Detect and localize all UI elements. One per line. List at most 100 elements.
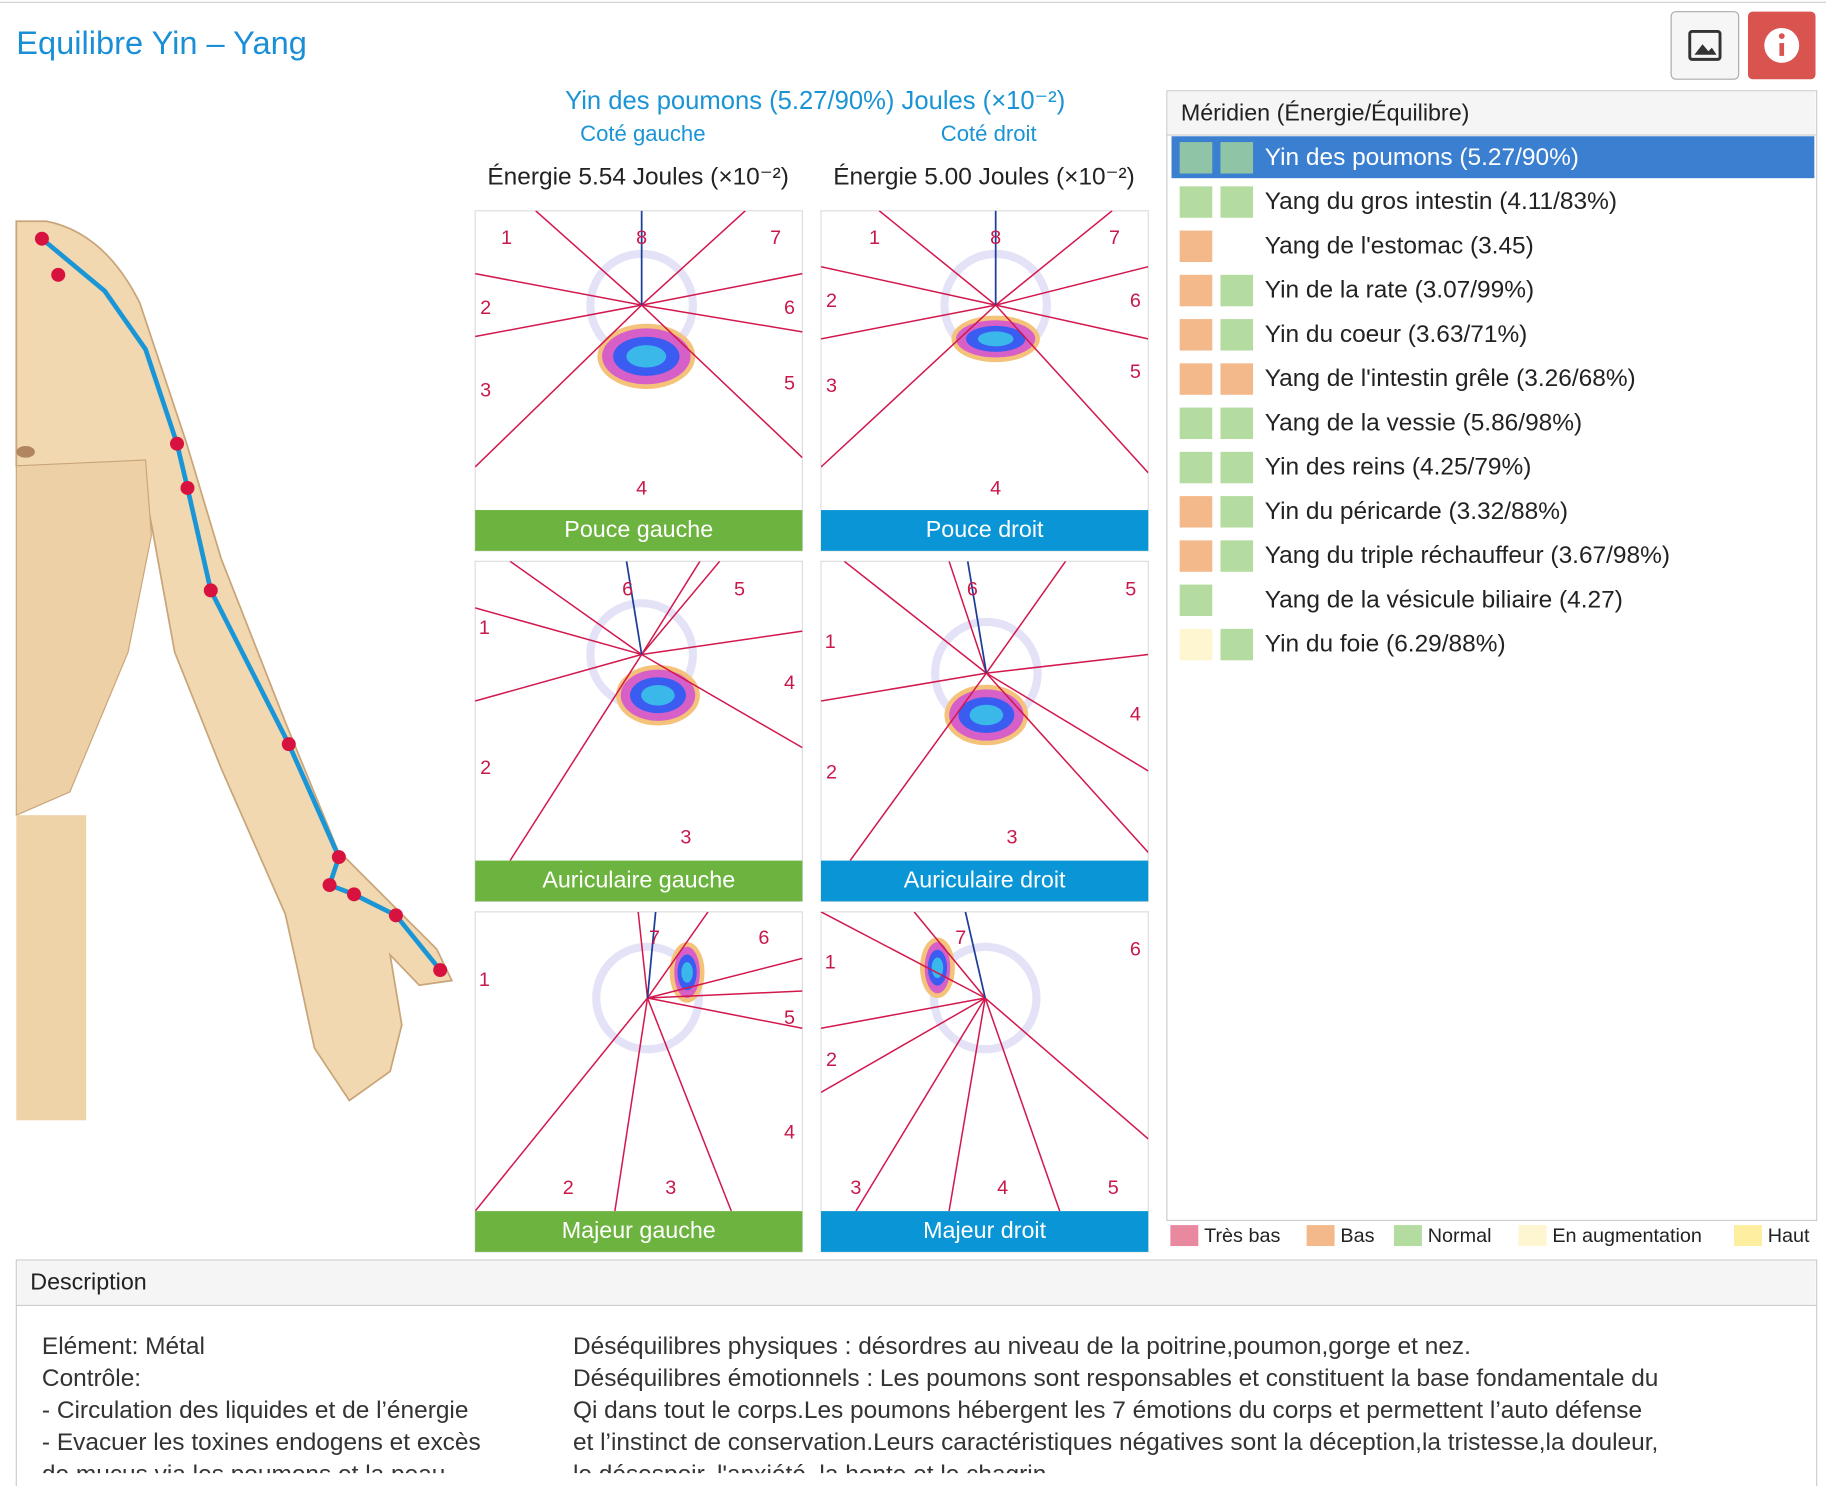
sector-number: 1 (869, 227, 880, 249)
meridian-item[interactable]: Yin des reins (4.25/79%) (1179, 451, 1532, 484)
meridian-name: Yang de la vésicule biliaire (4.27) (1265, 586, 1623, 613)
panel-label-bar (821, 510, 1149, 551)
panel-label: Auriculaire gauche (542, 867, 735, 893)
meridian-name: Yang de la vessie (5.86/98%) (1265, 409, 1582, 436)
legend-swatch (1170, 1225, 1199, 1247)
panel-label: Pouce gauche (564, 516, 713, 542)
axis-line (964, 911, 987, 999)
sector-number: 5 (1130, 361, 1141, 383)
meridian-item[interactable]: Yin du coeur (3.63/71%) (1179, 319, 1528, 351)
meridian-name: Yin des reins (4.25/79%) (1265, 454, 1532, 481)
meridian-name: Yang de l'intestin grêle (3.26/68%) (1265, 365, 1636, 392)
energy-blob (977, 331, 1014, 347)
meridian-item[interactable]: Yang de l'estomac (3.45) (1179, 230, 1534, 263)
legend-swatch (1734, 1225, 1762, 1247)
panel-drawing (821, 210, 1149, 474)
status-swatch (1179, 230, 1213, 263)
status-swatch (1179, 186, 1213, 218)
side-label: Coté droit (941, 121, 1037, 146)
energy-blob (681, 962, 693, 983)
meridian-item[interactable]: Yang du gros intestin (4.11/83%) (1179, 186, 1617, 218)
description-body: Elément: Métal Contrôle: - Circulation des… (42, 1333, 1658, 1486)
sector-line (641, 304, 803, 459)
status-swatch (1179, 142, 1213, 174)
sector-line (995, 265, 1149, 306)
sector-line (821, 304, 997, 468)
legend-swatch (1393, 1225, 1422, 1247)
panel-frame (820, 911, 1149, 1253)
sector-line (849, 672, 987, 861)
sector-line (985, 561, 1067, 674)
sector-number: 6 (784, 297, 795, 319)
description-line: de mucus via les poumons et la peau (42, 1461, 445, 1486)
sector-line (878, 210, 997, 306)
panel-label-bar (475, 1211, 803, 1252)
sector-number: 2 (480, 757, 491, 779)
sector-number: 5 (784, 1007, 795, 1029)
panel-drawing (821, 561, 1149, 861)
meridian-name: Yin des poumons (5.27/90%) (1265, 144, 1579, 171)
sector-number: 7 (955, 927, 966, 949)
sector-number: 1 (825, 951, 836, 973)
meridian-item[interactable]: Yin des poumons (5.27/90%) (1171, 136, 1815, 179)
meridian-item[interactable]: Yin du foie (6.29/88%) (1179, 628, 1506, 661)
sector-line (475, 304, 643, 468)
image-button[interactable] (1670, 11, 1740, 80)
sector-line (995, 304, 1149, 340)
info-button[interactable] (1747, 11, 1816, 80)
sector-number: 6 (622, 579, 633, 601)
side-label: Coté gauche (580, 121, 705, 146)
sector-number: 6 (758, 927, 769, 949)
energy-label: Énergie 5.00 Joules (×10⁻²) (833, 164, 1135, 191)
energy-blob (626, 345, 667, 368)
polar-panel: 6 5 1 4 2 3 Auriculaire gauche (474, 560, 803, 902)
sector-number: 3 (680, 827, 691, 849)
sector-number: 2 (826, 761, 837, 783)
sector-number: 2 (826, 1049, 837, 1071)
meridian-item[interactable]: Yang de la vésicule biliaire (4.27) (1179, 584, 1623, 617)
meridian-item[interactable]: Yin du péricarde (3.32/88%) (1179, 496, 1568, 528)
sector-number: 6 (1130, 938, 1141, 960)
meridian-name: Yang de l'estomac (3.45) (1265, 232, 1534, 259)
status-swatch (1220, 142, 1254, 174)
sector-number: 1 (501, 227, 512, 249)
sector-line (821, 997, 986, 1030)
status-swatch (1179, 274, 1213, 307)
sector-line (821, 911, 986, 999)
energy-blob (969, 704, 1004, 726)
description-line: Déséquilibres physiques : désordres au n… (573, 1333, 1471, 1360)
panel-drawing (475, 210, 803, 468)
sector-number: 3 (665, 1177, 676, 1199)
description-line: - Evacuer les toxines endogens et excès (42, 1429, 481, 1456)
sector-number: 5 (784, 373, 795, 395)
sector-line (855, 997, 986, 1212)
description-line: Contrôle: (42, 1365, 141, 1392)
meridian-item[interactable]: Yang de l'intestin grêle (3.26/68%) (1179, 363, 1636, 395)
halo (592, 942, 703, 1054)
meridian-item[interactable]: Yin de la rate (3.07/99%) (1179, 274, 1534, 307)
sector-line (641, 653, 803, 749)
meridian-name: Yang du gros intestin (4.11/83%) (1265, 188, 1617, 215)
sector-line (646, 997, 733, 1212)
meridian-item[interactable]: Yang de la vessie (5.86/98%) (1179, 407, 1582, 440)
sector-number: 7 (770, 227, 781, 249)
sector-line (821, 672, 987, 702)
meridian-item[interactable]: Yang du triple réchauffeur (3.67/98%) (1179, 540, 1670, 572)
status-swatch (1220, 319, 1254, 351)
sector-line (637, 911, 649, 999)
sector-line (641, 561, 701, 655)
sector-number: 3 (1006, 827, 1017, 849)
sector-line (535, 210, 643, 306)
status-swatch (1179, 496, 1213, 528)
sector-line (641, 561, 721, 655)
meridian-header (1168, 91, 1816, 136)
sector-line (985, 672, 1149, 853)
sector-number: 4 (1130, 703, 1141, 725)
sector-line (948, 561, 988, 674)
chart-title: Yin des poumons (5.27/90%) Joules (×10⁻²… (565, 87, 1065, 115)
description-line: le désespoir, l'anxiété, la honte et le … (573, 1461, 1046, 1486)
status-swatch (1220, 407, 1254, 440)
sector-line (995, 210, 1113, 306)
sector-number: 8 (990, 227, 1001, 249)
legend-label: Haut (1768, 1225, 1810, 1247)
